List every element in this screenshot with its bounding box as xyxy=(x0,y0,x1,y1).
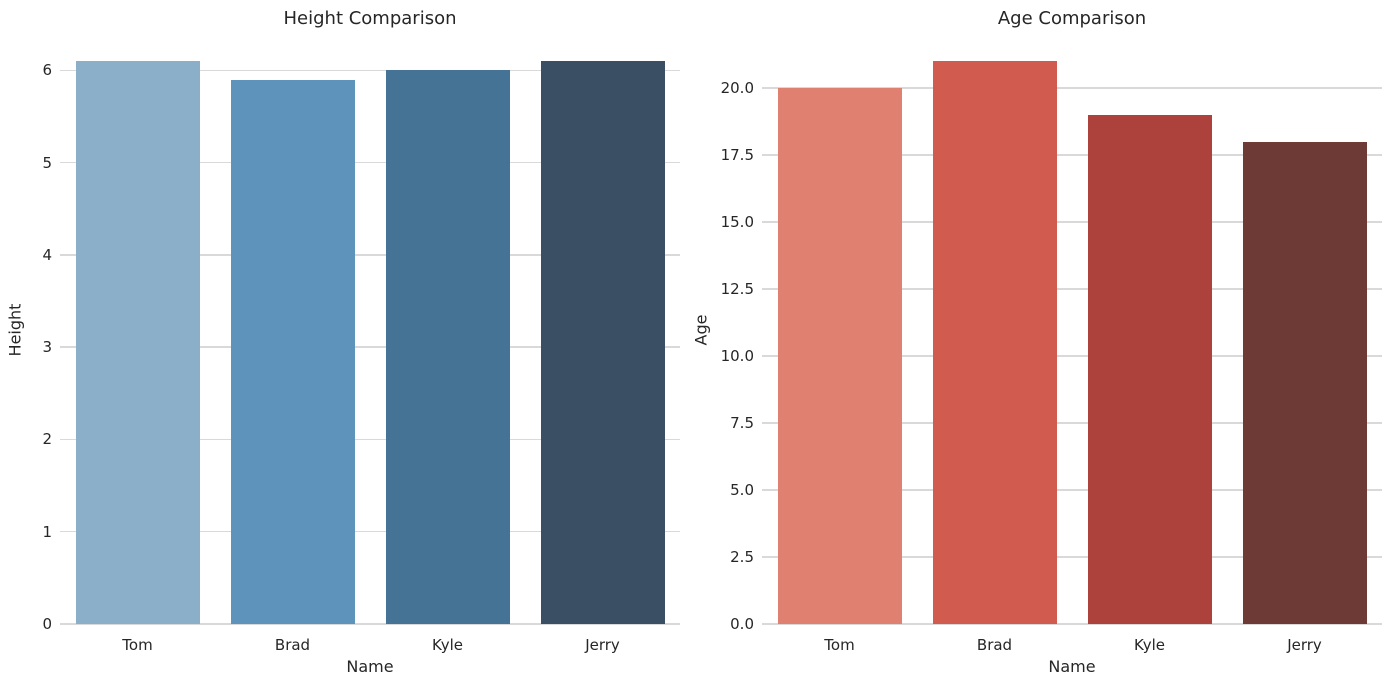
y-tick-label: 15.0 xyxy=(720,212,754,231)
bar-tom xyxy=(75,61,200,624)
gridline xyxy=(762,221,1382,223)
bar-brad xyxy=(230,79,355,624)
y-tick-label: 1 xyxy=(42,522,52,541)
gridline xyxy=(60,438,680,441)
y-tick-label: 3 xyxy=(42,338,52,357)
gridline xyxy=(60,254,680,256)
y-tick-label: 17.5 xyxy=(720,145,754,164)
bar-jerry xyxy=(1242,141,1367,624)
gridline xyxy=(60,346,680,348)
gridline xyxy=(762,623,1382,625)
gridline xyxy=(60,531,680,533)
x-tick-label-tom: Tom xyxy=(122,636,153,654)
x-tick-label-kyle: Kyle xyxy=(431,636,464,654)
gridline xyxy=(762,489,1382,491)
gridline xyxy=(762,154,1382,156)
x-tick-label-jerry: Jerry xyxy=(1287,636,1322,654)
gridline xyxy=(60,161,680,164)
height-x-axis-label: Name xyxy=(346,657,394,676)
y-tick-label: 2.5 xyxy=(730,547,754,566)
y-tick-label: 20.0 xyxy=(720,78,754,97)
y-tick-label: 6 xyxy=(42,61,52,80)
gridline xyxy=(762,288,1382,290)
gridline xyxy=(60,69,680,72)
age-y-axis-label: Age xyxy=(691,314,711,346)
y-tick-label: 4 xyxy=(42,245,52,264)
gridline xyxy=(762,556,1382,558)
bar-kyle xyxy=(385,70,510,624)
bar-brad xyxy=(932,61,1057,624)
age-x-axis-label: Name xyxy=(1048,657,1096,676)
age-chart-title: Age Comparison xyxy=(997,8,1147,29)
y-tick-label: 0 xyxy=(42,615,52,633)
x-tick-label-tom: Tom xyxy=(824,636,855,654)
y-tick-label: 5.0 xyxy=(730,480,754,499)
x-tick-label-brad: Brad xyxy=(976,636,1013,654)
gridline xyxy=(762,422,1382,424)
bar-tom xyxy=(777,87,902,624)
y-tick-label: 10.0 xyxy=(720,346,754,365)
gridline xyxy=(762,87,1382,89)
x-tick-label-brad: Brad xyxy=(274,636,311,654)
y-tick-label: 5 xyxy=(42,153,52,172)
y-tick-label: 7.5 xyxy=(730,413,754,432)
y-tick-label: 2 xyxy=(42,430,52,449)
y-tick-label: 0.0 xyxy=(730,615,754,633)
bar-kyle xyxy=(1087,114,1212,624)
gridline xyxy=(762,355,1382,357)
gridline xyxy=(60,623,680,625)
x-tick-label-kyle: Kyle xyxy=(1133,636,1166,654)
x-tick-label-jerry: Jerry xyxy=(585,636,620,654)
bar-jerry xyxy=(540,61,665,624)
y-tick-label: 12.5 xyxy=(720,279,754,298)
height-chart-title: Height Comparison xyxy=(283,8,457,29)
